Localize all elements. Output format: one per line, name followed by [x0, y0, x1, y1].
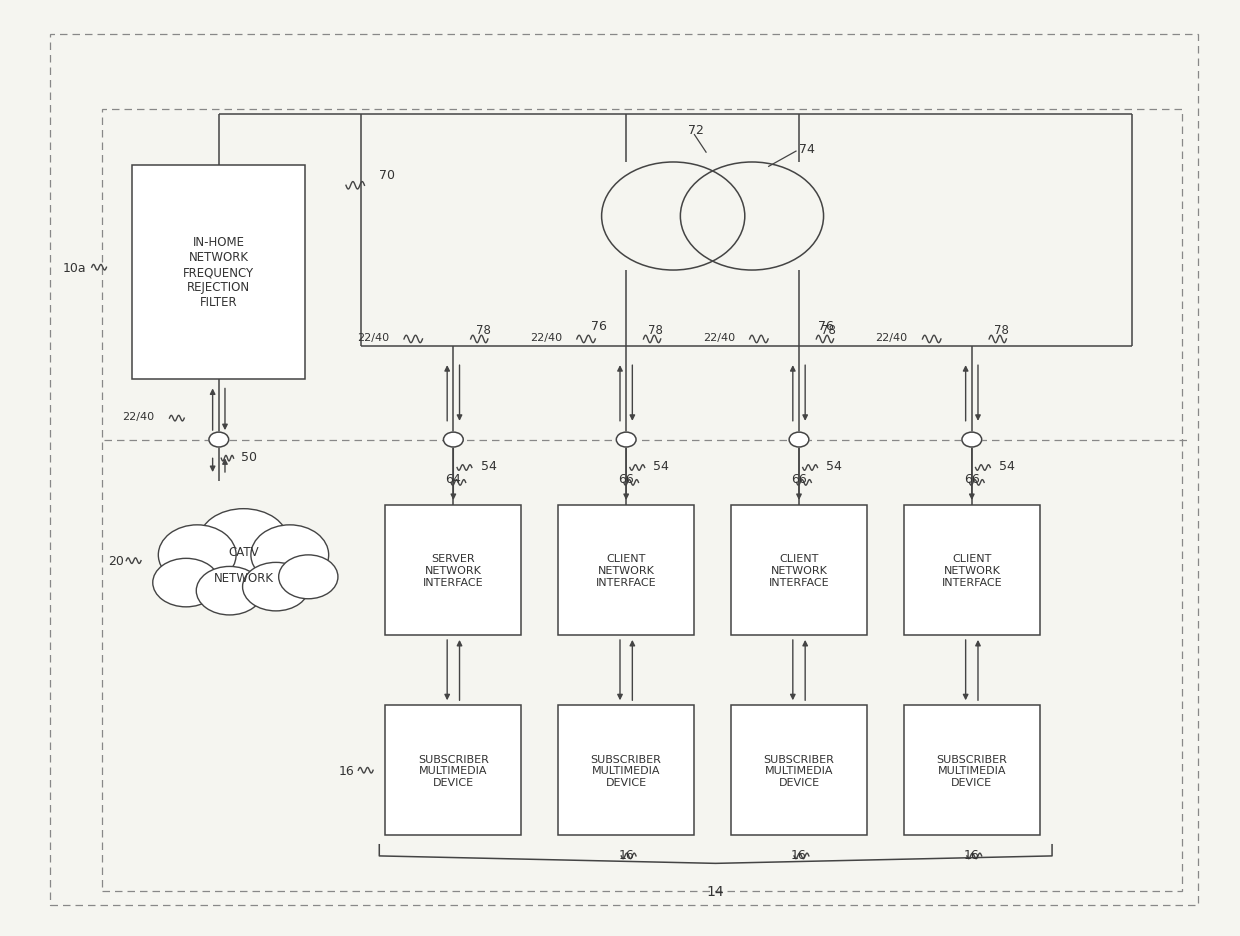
Circle shape — [616, 432, 636, 447]
Bar — [133, 166, 305, 380]
Text: NETWORK: NETWORK — [213, 571, 274, 584]
Text: 50: 50 — [241, 450, 257, 463]
Text: 74: 74 — [799, 142, 815, 155]
Text: 78: 78 — [821, 324, 836, 337]
Bar — [558, 505, 694, 636]
Circle shape — [208, 432, 228, 447]
Circle shape — [444, 432, 464, 447]
Text: SUBSCRIBER
MULTIMEDIA
DEVICE: SUBSCRIBER MULTIMEDIA DEVICE — [764, 753, 835, 787]
Bar — [904, 505, 1039, 636]
Bar — [102, 110, 1182, 891]
Text: SUBSCRIBER
MULTIMEDIA
DEVICE: SUBSCRIBER MULTIMEDIA DEVICE — [418, 753, 489, 787]
Text: CATV: CATV — [228, 546, 259, 558]
Bar — [904, 705, 1039, 836]
Text: SERVER
NETWORK
INTERFACE: SERVER NETWORK INTERFACE — [423, 554, 484, 587]
Text: 72: 72 — [688, 124, 704, 137]
Bar — [386, 705, 521, 836]
Text: 22/40: 22/40 — [123, 412, 155, 422]
Text: SUBSCRIBER
MULTIMEDIA
DEVICE: SUBSCRIBER MULTIMEDIA DEVICE — [590, 753, 662, 787]
Text: 54: 54 — [653, 460, 670, 473]
Text: 78: 78 — [994, 324, 1009, 337]
Text: 16: 16 — [339, 764, 355, 777]
Ellipse shape — [200, 509, 288, 573]
Ellipse shape — [159, 525, 236, 585]
Text: 66: 66 — [963, 473, 980, 486]
Bar — [732, 505, 867, 636]
Text: 64: 64 — [445, 473, 461, 486]
Ellipse shape — [279, 555, 339, 599]
Text: 76: 76 — [818, 320, 835, 333]
Bar — [732, 705, 867, 836]
Text: 54: 54 — [826, 460, 842, 473]
Text: 16: 16 — [619, 848, 634, 860]
Text: CLIENT
NETWORK
INTERFACE: CLIENT NETWORK INTERFACE — [769, 554, 830, 587]
Circle shape — [962, 432, 982, 447]
Text: IN-HOME
NETWORK
FREQUENCY
REJECTION
FILTER: IN-HOME NETWORK FREQUENCY REJECTION FILT… — [184, 236, 254, 309]
Bar — [558, 705, 694, 836]
Text: 66: 66 — [619, 473, 634, 486]
Text: 14: 14 — [707, 885, 724, 899]
Text: 16: 16 — [791, 848, 807, 860]
Text: 54: 54 — [999, 460, 1014, 473]
Text: CLIENT
NETWORK
INTERFACE: CLIENT NETWORK INTERFACE — [941, 554, 1002, 587]
Text: 78: 78 — [476, 324, 491, 337]
Ellipse shape — [196, 567, 263, 615]
Text: 10a: 10a — [63, 261, 87, 274]
Ellipse shape — [250, 525, 329, 585]
Text: 70: 70 — [379, 168, 396, 182]
Text: 66: 66 — [791, 473, 807, 486]
Text: 78: 78 — [649, 324, 663, 337]
Text: CLIENT
NETWORK
INTERFACE: CLIENT NETWORK INTERFACE — [596, 554, 656, 587]
Text: 20: 20 — [108, 554, 124, 567]
Text: SUBSCRIBER
MULTIMEDIA
DEVICE: SUBSCRIBER MULTIMEDIA DEVICE — [936, 753, 1007, 787]
Text: 16: 16 — [963, 848, 980, 860]
Text: 22/40: 22/40 — [875, 332, 908, 343]
Bar — [386, 505, 521, 636]
Text: 22/40: 22/40 — [703, 332, 735, 343]
Ellipse shape — [153, 559, 219, 607]
Text: 22/40: 22/40 — [529, 332, 562, 343]
Text: 76: 76 — [591, 320, 606, 333]
Text: 22/40: 22/40 — [357, 332, 389, 343]
Text: 54: 54 — [481, 460, 496, 473]
Ellipse shape — [243, 563, 309, 611]
Circle shape — [789, 432, 808, 447]
